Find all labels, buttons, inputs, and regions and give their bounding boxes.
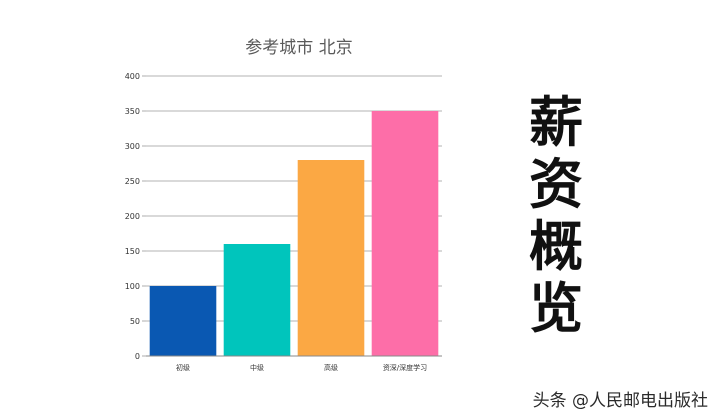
y-tick-label: 200 xyxy=(125,212,140,221)
side-title-char-2: 资 xyxy=(529,153,583,216)
y-tick-label: 250 xyxy=(125,177,140,186)
watermark: 头条 @人民邮电出版社 xyxy=(532,391,708,411)
y-tick-label: 0 xyxy=(135,352,140,361)
y-tick-label: 300 xyxy=(125,142,140,151)
y-tick-label: 50 xyxy=(130,317,140,326)
x-tick-label: 资深/深度学习 xyxy=(383,363,427,372)
side-title-char-3: 概 xyxy=(529,215,583,278)
y-tick-label: 350 xyxy=(125,107,140,116)
side-title: 薪 资 概 览 xyxy=(522,92,590,340)
bar-4 xyxy=(371,111,439,356)
bars xyxy=(149,111,439,356)
y-tick-label: 400 xyxy=(125,72,140,81)
x-axis-labels: 初级 中级 高级 资深/深度学习 xyxy=(176,363,427,372)
y-tick-label: 150 xyxy=(125,247,140,256)
chart-title: 参考城市 北京 xyxy=(245,38,352,58)
bar-3 xyxy=(297,160,365,356)
x-tick-label: 高级 xyxy=(324,363,338,372)
side-title-char-1: 薪 xyxy=(529,91,583,154)
y-axis-ticks: 0 50 100 150 200 250 300 350 400 xyxy=(125,72,146,361)
y-tick-label: 100 xyxy=(125,282,140,291)
side-title-char-4: 览 xyxy=(529,277,583,340)
x-tick-label: 初级 xyxy=(176,363,190,372)
bar-1 xyxy=(149,286,217,356)
bar-2 xyxy=(223,244,291,356)
x-tick-label: 中级 xyxy=(250,363,264,372)
